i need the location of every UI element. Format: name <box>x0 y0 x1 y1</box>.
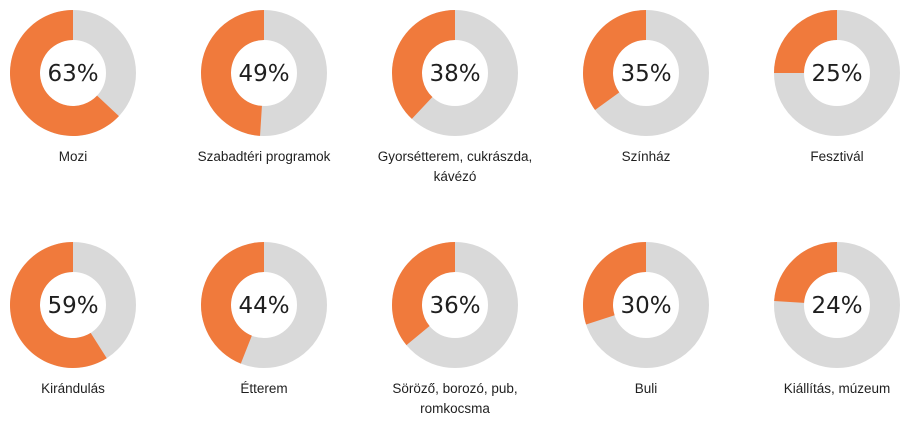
donut-chart-item: 59% Kirándulás <box>9 242 136 396</box>
donut-chart-item: 24% Kiállítás, múzeum <box>774 242 900 396</box>
donut-value-slice <box>200 10 264 136</box>
donut-category-label: Buli <box>635 381 658 396</box>
donut-percent-label: 44% <box>238 293 289 319</box>
donut-value-slice <box>201 242 264 364</box>
donut-chart-item: 35% Színház <box>583 10 709 164</box>
donut-value-slice <box>774 242 837 303</box>
donut-value-slice <box>392 242 455 346</box>
donut-value-slice <box>774 10 837 73</box>
donut-percent-label: 38% <box>429 61 480 87</box>
donut-percent-label: 24% <box>811 293 862 319</box>
donut-chart-item: 30% Buli <box>582 242 709 396</box>
donut-value-slice <box>10 10 119 136</box>
donut-value-slice <box>9 242 107 368</box>
donut-category-label: Gyorsétterem, cukrászda, <box>378 149 533 164</box>
donut-category-label: Kiállítás, múzeum <box>784 381 891 396</box>
donut-category-label: romkocsma <box>420 401 490 416</box>
donut-category-label: Szabadtéri programok <box>198 149 331 164</box>
donut-chart-item: 44% Étterem <box>201 242 327 396</box>
donut-value-slice <box>583 10 646 111</box>
donut-category-label: Söröző, borozó, pub, <box>392 381 517 396</box>
donut-percent-label: 49% <box>238 61 289 87</box>
donut-percent-label: 30% <box>620 293 671 319</box>
donut-value-slice <box>392 10 455 119</box>
donut-chart-item: 49% Szabadtéri programok <box>198 10 331 164</box>
donut-category-label: Színház <box>622 149 671 164</box>
donut-category-label: Étterem <box>240 381 287 396</box>
donut-chart-item: 36% Söröző, borozó, pub, romkocsma <box>392 242 518 416</box>
donut-chart-item: 63% Mozi <box>10 10 136 164</box>
donut-category-label: Fesztivál <box>810 149 863 164</box>
donut-percent-label: 35% <box>620 61 671 87</box>
donut-chart-item: 38% Gyorsétterem, cukrászda, kávézó <box>378 10 533 184</box>
donut-category-label: Mozi <box>59 149 88 164</box>
donut-value-slice <box>582 242 646 325</box>
donut-percent-label: 36% <box>429 293 480 319</box>
donut-percent-label: 63% <box>47 61 98 87</box>
donut-category-label: Kirándulás <box>41 381 105 396</box>
donut-percent-label: 25% <box>811 61 862 87</box>
donut-chart-item: 25% Fesztivál <box>774 10 900 164</box>
donut-category-label: kávézó <box>434 169 477 184</box>
donut-percent-label: 59% <box>47 293 98 319</box>
